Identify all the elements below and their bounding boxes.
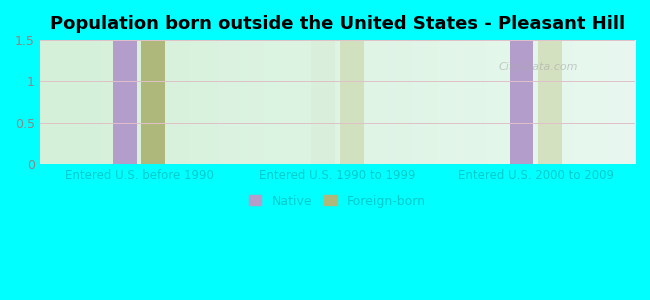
Bar	[538, 40, 562, 164]
Bar	[142, 40, 165, 164]
Bar	[113, 40, 136, 164]
Bar	[510, 40, 534, 164]
Title: Population born outside the United States - Pleasant Hill: Population born outside the United State…	[50, 15, 625, 33]
Bar	[510, 40, 534, 164]
Bar	[142, 40, 165, 164]
Bar	[311, 40, 335, 164]
Bar	[113, 40, 136, 164]
Legend: Native, Foreign-born: Native, Foreign-born	[246, 192, 428, 210]
Text: City-Data.com: City-Data.com	[498, 62, 578, 72]
Bar	[340, 40, 363, 164]
